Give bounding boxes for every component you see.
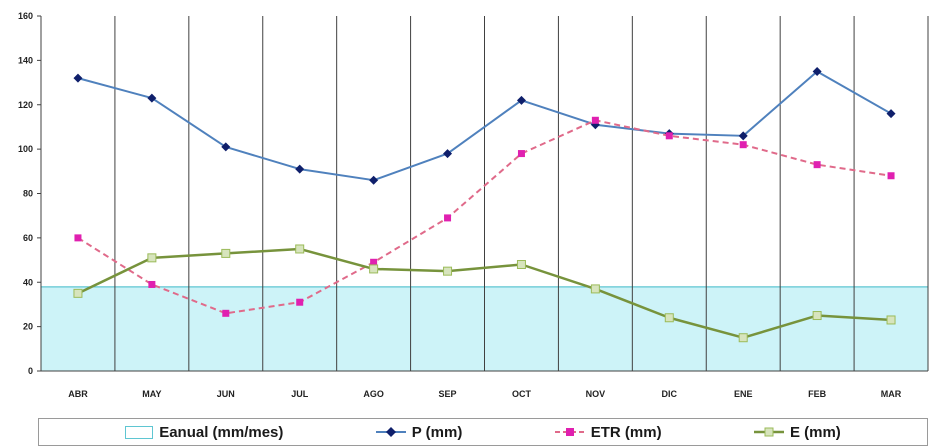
y-tick-label: 160 (18, 11, 33, 21)
data-point-etr (887, 172, 895, 180)
legend: Eanual (mm/mes) P (mm) ETR (mm) E (mm) (38, 418, 928, 446)
data-point-etr (517, 150, 525, 158)
chart-svg: 0 20 40 60 80 100 120 140 160 ABR MAY JUN JUL AGO SEP O… (18, 11, 929, 399)
legend-swatch-eanual (125, 425, 154, 439)
series-line-p (77, 70, 892, 182)
legend-item-p: P (mm) (375, 423, 463, 441)
x-tick-label: MAY (142, 389, 161, 399)
data-point-e (812, 311, 822, 321)
data-point-p (886, 109, 896, 119)
data-point-e (443, 266, 453, 276)
data-point-e (664, 313, 674, 323)
legend-item-etr: ETR (mm) (554, 423, 662, 441)
x-tick-label: NOV (586, 389, 606, 399)
legend-label-etr: ETR (mm) (590, 423, 662, 441)
legend-label-p: P (mm) (411, 423, 463, 441)
data-point-p (738, 131, 748, 141)
x-tick-label: ABR (68, 389, 88, 399)
y-tick-label: 40 (23, 277, 33, 287)
legend-swatch-e (753, 427, 784, 437)
data-point-e (295, 244, 305, 254)
legend-swatch-p (375, 427, 406, 437)
x-tick-label: OCT (512, 389, 532, 399)
y-tick-label: 60 (23, 233, 33, 243)
x-tick-label: AGO (363, 389, 384, 399)
data-point-etr (296, 298, 304, 306)
y-tick-label: 120 (18, 100, 33, 110)
data-point-e (369, 264, 379, 274)
legend-item-e: E (mm) (753, 423, 841, 441)
y-tick-label: 140 (18, 55, 33, 65)
series-line-etr (77, 119, 892, 315)
data-point-etr (74, 234, 82, 242)
legend-label-eanual: Eanual (mm/mes) (159, 423, 284, 441)
data-point-e (516, 260, 526, 269)
data-point-e (221, 248, 231, 258)
data-point-p (221, 142, 231, 152)
x-tick-label: DIC (662, 389, 678, 399)
data-point-p (147, 93, 157, 103)
x-tick-label: JUL (291, 389, 309, 399)
data-point-e (886, 315, 896, 325)
x-tick-label: SEP (439, 389, 457, 399)
data-point-p (73, 73, 83, 83)
data-point-p (295, 164, 305, 174)
data-point-etr (813, 161, 821, 169)
data-point-etr (222, 309, 230, 317)
data-point-etr (148, 280, 156, 288)
series-line-e (77, 247, 892, 339)
data-point-p (369, 175, 379, 185)
data-point-etr (739, 141, 747, 149)
data-point-etr (665, 132, 673, 140)
series-layer (73, 66, 896, 343)
x-tick-label: FEB (808, 389, 827, 399)
y-tick-label: 20 (23, 322, 33, 332)
legend-label-e: E (mm) (789, 423, 841, 441)
data-point-p (812, 66, 822, 76)
data-point-e (147, 253, 157, 263)
grid-layer (40, 16, 929, 371)
y-tick-label: 80 (23, 189, 33, 199)
data-point-e (738, 333, 748, 343)
data-point-p (443, 149, 453, 159)
data-point-etr (444, 214, 452, 222)
data-point-etr (370, 258, 378, 266)
legend-swatch-etr (554, 428, 585, 436)
data-point-etr (591, 116, 599, 124)
x-tick-label: JUN (217, 389, 235, 399)
x-tick-label: MAR (881, 389, 902, 399)
legend-item-eanual: Eanual (mm/mes) (125, 424, 283, 441)
y-tick-label: 100 (18, 144, 33, 154)
data-point-e (590, 284, 600, 294)
data-point-p (516, 95, 526, 105)
x-tick-label: ENE (734, 389, 753, 399)
tick-layer: 0 20 40 60 80 100 120 140 160 ABR MAY JUN JUL AGO SEP O… (18, 11, 902, 399)
data-point-e (73, 288, 83, 298)
y-tick-label: 0 (28, 366, 33, 376)
